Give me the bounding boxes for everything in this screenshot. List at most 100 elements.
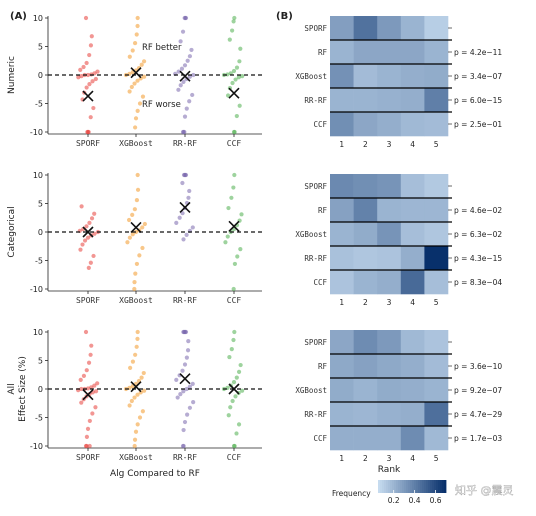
legend-tick-label: 0.6 (430, 496, 442, 505)
data-point (133, 352, 138, 357)
data-point (230, 80, 235, 86)
legend-swatch (412, 480, 415, 493)
data-point (129, 398, 134, 404)
heatmap-row-label: CCF (313, 120, 327, 129)
data-point (181, 237, 186, 242)
data-point (135, 329, 140, 335)
data-point (85, 235, 91, 240)
heat-cell (353, 40, 378, 65)
data-point (134, 261, 140, 267)
rank-axis-title: Rank (378, 465, 401, 475)
heat-cell (377, 330, 402, 355)
x-tick-label: CCF (227, 453, 242, 462)
heat-cell (330, 64, 354, 89)
p-value: p = 3.4e−07 (454, 72, 502, 81)
data-point (179, 66, 185, 71)
data-point (92, 211, 97, 216)
heatmap-col-label: 4 (410, 454, 415, 463)
heatmap-row-label: RF (318, 206, 328, 215)
legend-swatch (390, 480, 393, 493)
mean-marker (130, 381, 142, 393)
heat-cell (424, 222, 449, 247)
data-point (88, 115, 93, 120)
heat-cell (400, 354, 425, 379)
data-point (180, 443, 186, 449)
data-point (141, 59, 147, 64)
y-tick-label: -10 (30, 442, 43, 451)
y-tick-label: 5 (38, 43, 43, 52)
strip-panel-numeric: -10 -5 0 5 10 Numeric RF better RF worse SPORF XG… (7, 14, 262, 148)
y-tick-label: -5 (35, 257, 43, 266)
data-point (137, 101, 143, 106)
strip-panel-all: -10 -5 0 5 10 All SPORF XGBoost RR-RF CCF (7, 328, 262, 462)
heatmap-col-label: 4 (410, 140, 415, 149)
data-point (240, 388, 245, 393)
x-tick-label: XGBoost (119, 139, 153, 148)
data-point (187, 74, 192, 79)
heat-cell (330, 330, 354, 355)
heatmap-row-label: RF (318, 48, 328, 57)
data-point (142, 221, 147, 227)
data-point (134, 197, 140, 203)
heatmap-row-label: CCF (313, 434, 327, 443)
legend-swatch (420, 480, 423, 493)
data-point (229, 195, 234, 200)
y-tick-label: 10 (33, 328, 43, 337)
x-tick-label: CCF (227, 139, 242, 148)
data-point (185, 58, 190, 63)
legend-tick-label: 0.2 (388, 496, 400, 505)
data-point (185, 348, 191, 353)
p-value: p = 6.3e−02 (454, 230, 502, 239)
heat-cell (377, 246, 402, 271)
data-point (225, 93, 231, 98)
heat-cell (400, 112, 425, 137)
data-point (128, 365, 133, 371)
mean-marker (228, 87, 240, 99)
x-tick-label: SPORF (76, 296, 100, 305)
data-point (135, 172, 140, 178)
data-point (141, 370, 146, 376)
p-value: p = 1.7e−03 (454, 434, 502, 443)
data-point (231, 185, 236, 190)
heatmap-col-label: 2 (363, 140, 368, 149)
heat-cell (424, 198, 449, 223)
x-tick-label: RR-RF (173, 139, 197, 148)
data-point (92, 231, 97, 236)
data-point (135, 392, 140, 397)
data-point (137, 253, 142, 258)
data-point (182, 362, 188, 367)
heat-cell (330, 88, 354, 113)
legend-swatch (432, 480, 435, 493)
heatmap-row-label: CCF (313, 278, 327, 287)
heat-cell (353, 88, 378, 113)
data-point (236, 75, 241, 80)
data-point (231, 443, 237, 449)
data-point (190, 92, 195, 98)
data-point (89, 343, 94, 348)
heat-cell (353, 222, 378, 247)
y-tick-label: -5 (35, 414, 43, 423)
heatmap-col-label: 2 (363, 454, 368, 463)
heat-cell (353, 198, 378, 223)
data-point (190, 225, 195, 230)
heat-cell (353, 354, 378, 379)
data-point (230, 398, 235, 404)
data-point (231, 19, 236, 24)
heatmap-col-label: 2 (363, 298, 368, 307)
heat-cell (330, 426, 354, 451)
data-point (88, 43, 94, 48)
data-point (180, 211, 185, 216)
data-point (186, 195, 191, 200)
legend-swatch (384, 480, 387, 493)
data-point (234, 431, 239, 436)
heat-cell (353, 16, 378, 41)
data-point (181, 172, 187, 178)
heat-cell (353, 64, 378, 89)
row-label-numeric: Numeric (7, 56, 17, 94)
heatmap-col-label: 5 (434, 298, 439, 307)
legend-swatch (410, 480, 413, 493)
data-point (232, 261, 238, 267)
x-tick-label: RR-RF (173, 296, 197, 305)
annotation-rf-better: RF better (142, 43, 182, 53)
p-value: p = 3.6e−10 (454, 362, 502, 371)
